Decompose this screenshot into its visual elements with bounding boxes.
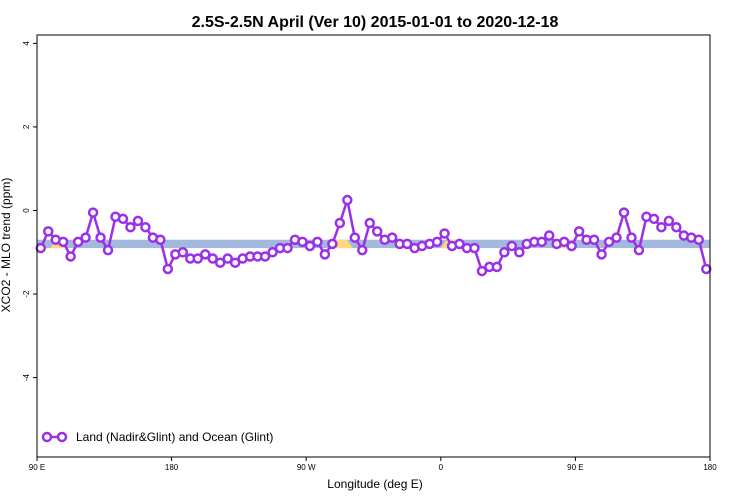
data-point xyxy=(491,261,503,273)
data-point xyxy=(566,240,577,252)
y-tick-label: 0 xyxy=(22,208,31,213)
x-tick-label: 90 E xyxy=(29,463,45,472)
data-point xyxy=(543,230,555,241)
y-tick-label: -4 xyxy=(22,374,31,382)
data-point xyxy=(573,226,585,237)
data-point xyxy=(35,242,46,254)
data-point xyxy=(596,249,607,260)
data-point xyxy=(177,247,189,258)
data-point xyxy=(162,263,174,275)
data-point xyxy=(132,215,144,227)
data-point xyxy=(200,249,211,260)
y-axis-label: XCO2 - MLO trend (ppm) xyxy=(0,178,13,313)
data-point xyxy=(95,232,106,243)
data-point xyxy=(117,213,129,225)
data-point xyxy=(626,232,637,243)
data-point xyxy=(334,217,346,229)
data-point xyxy=(476,265,488,277)
legend-label: Land (Nadir&Glint) and Ocean (Glint) xyxy=(76,430,273,444)
data-point xyxy=(663,215,675,227)
data-point xyxy=(327,238,338,250)
data-point xyxy=(656,221,667,233)
data-point xyxy=(349,232,361,243)
data-point xyxy=(588,234,600,245)
data-point xyxy=(140,221,151,233)
data-point xyxy=(386,232,398,243)
ocean-band xyxy=(37,239,710,249)
data-point xyxy=(42,226,54,237)
data-point xyxy=(155,234,166,245)
data-point xyxy=(342,194,353,206)
data-point xyxy=(439,228,450,239)
y-tick-label: 2 xyxy=(22,124,31,129)
series-layer xyxy=(35,194,712,277)
x-tick-label: 180 xyxy=(165,463,179,472)
data-point xyxy=(282,242,293,254)
data-point xyxy=(125,221,136,233)
data-point xyxy=(312,236,323,248)
x-axis-label: Longitude (deg E) xyxy=(327,477,422,491)
data-point xyxy=(222,253,233,264)
data-point xyxy=(87,207,99,218)
data-point xyxy=(618,207,630,218)
data-point xyxy=(401,238,413,250)
x-tick-label: 90 W xyxy=(297,463,316,472)
data-point xyxy=(72,236,84,248)
data-point xyxy=(469,242,480,254)
data-point xyxy=(514,247,525,258)
data-point xyxy=(304,240,316,252)
data-point xyxy=(454,238,465,250)
data-point xyxy=(214,257,226,268)
data-point xyxy=(102,244,114,256)
data-point xyxy=(207,253,218,264)
data-point xyxy=(671,221,682,233)
x-tick-label: 180 xyxy=(703,463,717,472)
data-point xyxy=(693,234,705,245)
data-point xyxy=(499,247,510,258)
data-point xyxy=(80,232,91,243)
series-line xyxy=(39,198,708,273)
data-point xyxy=(648,213,660,225)
data-point xyxy=(259,251,271,262)
chart-title: 2.5S-2.5N April (Ver 10) 2015-01-01 to 2… xyxy=(192,14,559,31)
legend-marker-right xyxy=(56,431,68,443)
data-point xyxy=(558,236,570,248)
x-tick-label: 90 E xyxy=(567,463,583,472)
data-point xyxy=(701,263,712,275)
data-point xyxy=(371,226,383,237)
y-tick-label: -2 xyxy=(22,290,31,298)
data-point xyxy=(192,253,204,264)
data-point xyxy=(357,244,368,256)
data-point xyxy=(65,251,76,262)
data-point xyxy=(536,236,547,248)
x-axis: 90 E 180 90 W 0 90 E 180 xyxy=(29,457,717,472)
data-point xyxy=(633,244,645,256)
data-point xyxy=(229,257,241,268)
data-point xyxy=(297,236,308,248)
plot-frame xyxy=(36,34,711,458)
legend: Land (Nadir&Glint) and Ocean (Glint) xyxy=(41,430,273,444)
data-point xyxy=(364,217,376,229)
data-point xyxy=(506,240,518,252)
data-point xyxy=(267,247,278,258)
y-tick-label: 4 xyxy=(22,41,31,46)
data-point xyxy=(611,232,622,243)
data-point xyxy=(431,236,443,248)
y-axis: 4 2 0 -2 -4 xyxy=(22,41,37,382)
x-tick-label: 0 xyxy=(439,463,444,472)
legend-marker-left xyxy=(41,431,53,443)
data-point xyxy=(603,236,615,248)
data-point xyxy=(57,236,69,248)
data-point xyxy=(319,249,331,260)
